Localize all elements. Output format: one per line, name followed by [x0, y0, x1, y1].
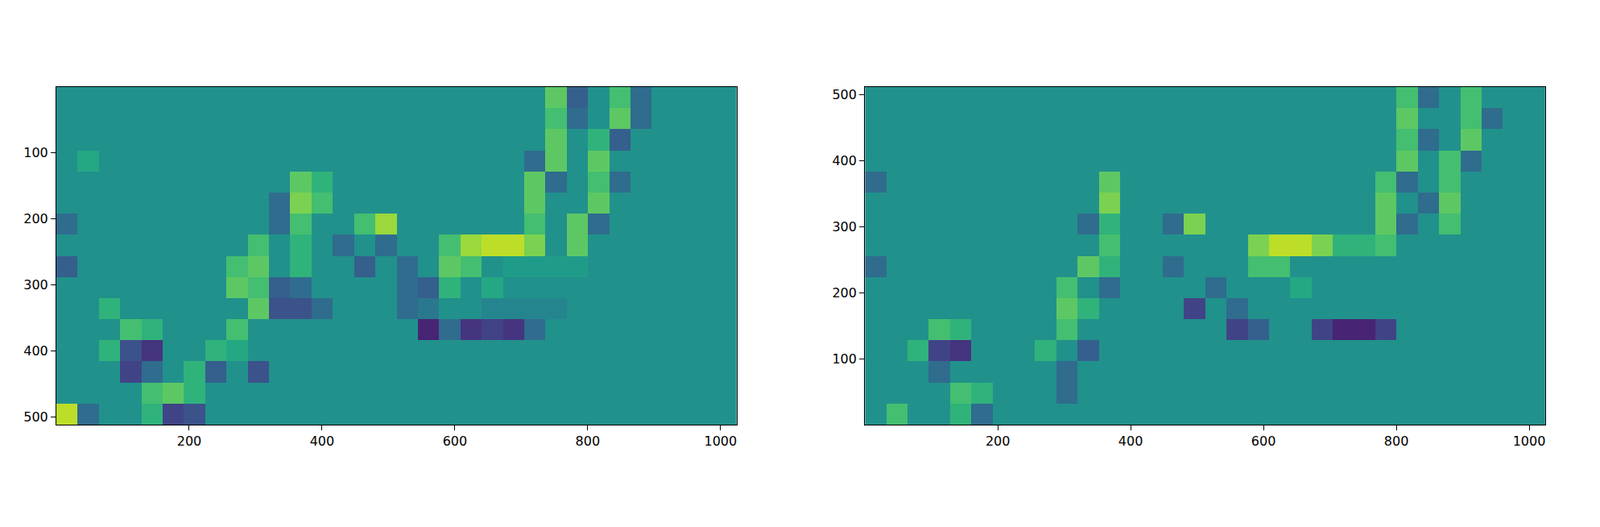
svg-text:400: 400 [831, 152, 857, 169]
svg-text:200: 200 [831, 285, 857, 301]
svg-text:400: 400 [1118, 433, 1144, 449]
svg-text:100: 100 [831, 351, 857, 367]
svg-text:1000: 1000 [1513, 433, 1547, 449]
svg-text:200: 200 [985, 433, 1011, 449]
svg-text:600: 600 [1251, 433, 1277, 449]
svg-text:100: 100 [23, 144, 49, 161]
svg-text:400: 400 [23, 343, 49, 359]
svg-text:300: 300 [23, 277, 49, 293]
svg-text:1000: 1000 [703, 433, 737, 449]
svg-text:600: 600 [442, 433, 468, 449]
svg-text:200: 200 [177, 433, 203, 449]
svg-text:400: 400 [310, 433, 335, 449]
svg-text:300: 300 [831, 219, 857, 235]
svg-text:200: 200 [23, 210, 49, 227]
svg-text:500: 500 [23, 409, 49, 425]
svg-text:500: 500 [831, 86, 857, 103]
svg-text:800: 800 [1384, 433, 1410, 449]
svg-text:800: 800 [575, 433, 601, 449]
